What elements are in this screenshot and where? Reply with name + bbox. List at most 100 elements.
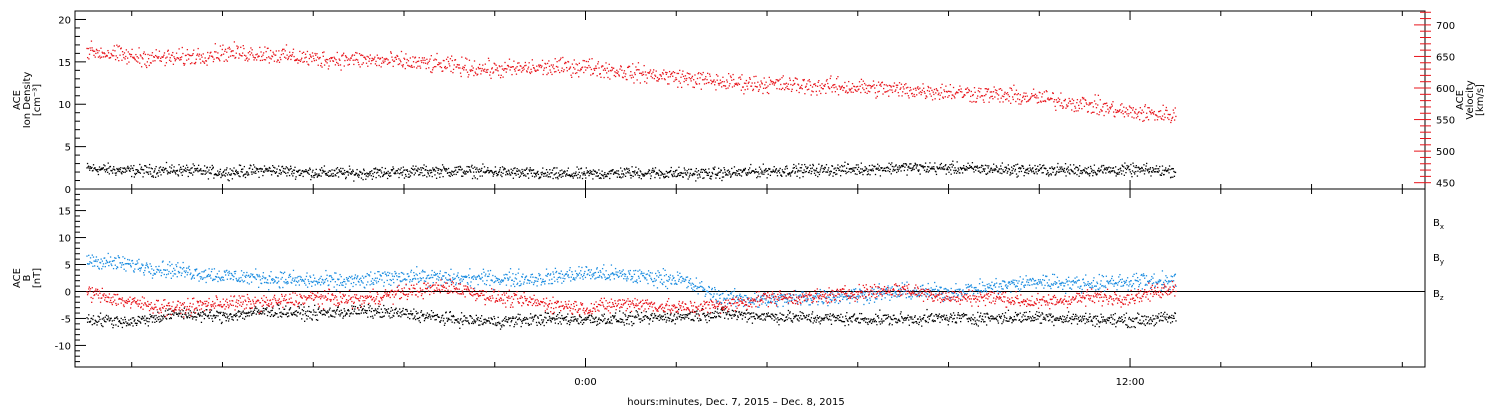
data-point xyxy=(1068,166,1069,167)
data-point xyxy=(411,173,412,174)
data-point xyxy=(274,315,275,316)
data-point xyxy=(637,175,638,176)
data-point xyxy=(840,89,841,90)
data-point xyxy=(951,98,952,99)
data-point xyxy=(207,52,208,53)
data-point xyxy=(807,167,808,168)
data-point xyxy=(337,52,338,53)
data-point xyxy=(219,60,220,61)
data-point xyxy=(89,168,90,169)
data-point xyxy=(499,323,500,324)
data-point xyxy=(369,58,370,59)
data-point xyxy=(659,177,660,178)
data-point xyxy=(379,312,380,313)
data-point xyxy=(448,168,449,169)
data-point xyxy=(953,165,954,166)
data-point xyxy=(472,70,473,71)
data-point xyxy=(665,317,666,318)
data-point xyxy=(953,170,954,171)
data-point xyxy=(487,320,488,321)
data-point xyxy=(283,314,284,315)
data-point xyxy=(493,176,494,177)
data-point xyxy=(359,305,360,306)
data-point xyxy=(678,167,679,168)
data-point xyxy=(277,317,278,318)
data-point xyxy=(141,66,142,67)
data-point xyxy=(386,58,387,59)
data-point xyxy=(187,49,188,50)
data-point xyxy=(918,169,919,170)
data-point xyxy=(684,167,685,168)
data-point xyxy=(580,322,581,323)
data-point xyxy=(140,55,141,56)
data-point xyxy=(694,74,695,75)
data-point xyxy=(231,50,232,51)
data-point xyxy=(488,170,489,171)
data-point xyxy=(457,321,458,322)
data-point xyxy=(1160,110,1161,111)
data-point xyxy=(423,168,424,169)
data-point xyxy=(715,81,716,82)
data-point xyxy=(677,176,678,177)
data-point xyxy=(983,102,984,103)
data-point xyxy=(261,171,262,172)
data-point xyxy=(475,321,476,322)
data-point xyxy=(320,57,321,58)
data-point xyxy=(370,54,371,55)
data-point xyxy=(974,92,975,93)
data-point xyxy=(528,323,529,324)
data-point xyxy=(584,319,585,320)
data-point xyxy=(749,167,750,168)
data-point xyxy=(501,75,502,76)
data-point xyxy=(625,172,626,173)
data-point xyxy=(122,51,123,52)
data-point xyxy=(541,315,542,316)
data-point xyxy=(1105,172,1106,173)
data-point xyxy=(436,178,437,179)
data-point xyxy=(591,58,592,59)
data-point xyxy=(92,319,93,320)
data-point xyxy=(362,179,363,180)
data-point xyxy=(112,172,113,173)
data-point xyxy=(519,177,520,178)
data-point xyxy=(578,323,579,324)
data-point xyxy=(618,174,619,175)
data-point xyxy=(315,312,316,313)
data-point xyxy=(912,167,913,168)
data-point xyxy=(482,68,483,69)
data-point xyxy=(652,321,653,322)
data-point xyxy=(1052,172,1053,173)
data-point xyxy=(832,91,833,92)
data-point xyxy=(980,96,981,97)
data-point xyxy=(1018,103,1019,104)
data-point xyxy=(1025,93,1026,94)
data-point xyxy=(543,319,544,320)
data-point xyxy=(227,61,228,62)
data-point xyxy=(253,164,254,165)
data-point xyxy=(485,322,486,323)
data-point xyxy=(1115,109,1116,110)
data-point xyxy=(1058,101,1059,102)
data-point xyxy=(253,56,254,57)
data-point xyxy=(358,309,359,310)
data-point xyxy=(438,170,439,171)
data-point xyxy=(130,54,131,55)
data-point xyxy=(208,169,209,170)
data-point xyxy=(230,314,231,315)
data-point xyxy=(964,95,965,96)
data-point xyxy=(910,163,911,164)
data-point xyxy=(246,312,247,313)
data-point xyxy=(477,319,478,320)
data-point xyxy=(1125,172,1126,173)
data-point xyxy=(355,52,356,53)
data-point xyxy=(592,318,593,319)
data-point xyxy=(414,174,415,175)
data-point xyxy=(505,174,506,175)
data-point xyxy=(297,58,298,59)
data-point xyxy=(802,88,803,89)
data-point xyxy=(958,169,959,170)
data-point xyxy=(1079,108,1080,109)
data-point xyxy=(276,50,277,51)
data-point xyxy=(785,87,786,88)
data-point xyxy=(964,168,965,169)
